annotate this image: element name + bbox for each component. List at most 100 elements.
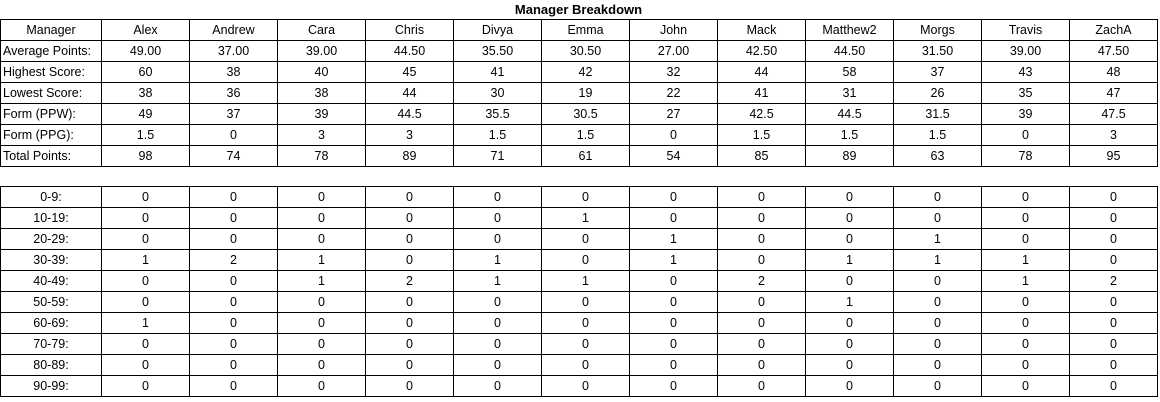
range-label[interactable]: 80-89: bbox=[0, 354, 102, 376]
stat-cell[interactable]: 31 bbox=[805, 82, 894, 104]
stat-cell[interactable]: 39.00 bbox=[981, 40, 1070, 62]
count-cell[interactable]: 0 bbox=[717, 207, 806, 229]
range-label[interactable]: 60-69: bbox=[0, 312, 102, 334]
stat-cell[interactable]: 61 bbox=[541, 145, 630, 167]
count-cell[interactable]: 1 bbox=[893, 228, 982, 250]
stat-cell[interactable]: 37 bbox=[893, 61, 982, 83]
stat-cell[interactable]: 1.5 bbox=[541, 124, 630, 146]
row-label[interactable]: Lowest Score: bbox=[0, 82, 102, 104]
stat-cell[interactable]: 44 bbox=[365, 82, 454, 104]
count-cell[interactable]: 0 bbox=[453, 312, 542, 334]
count-cell[interactable]: 1 bbox=[101, 312, 190, 334]
count-cell[interactable]: 0 bbox=[981, 354, 1070, 376]
header-cell-divya[interactable]: Divya bbox=[453, 19, 542, 41]
stat-cell[interactable]: 44.5 bbox=[805, 103, 894, 125]
stat-cell[interactable]: 63 bbox=[893, 145, 982, 167]
stat-cell[interactable]: 47.50 bbox=[1069, 40, 1158, 62]
count-cell[interactable]: 0 bbox=[629, 333, 718, 355]
stat-cell[interactable]: 0 bbox=[629, 124, 718, 146]
count-cell[interactable]: 0 bbox=[893, 375, 982, 397]
count-cell[interactable]: 0 bbox=[893, 186, 982, 208]
count-cell[interactable]: 0 bbox=[629, 186, 718, 208]
count-cell[interactable]: 0 bbox=[981, 228, 1070, 250]
count-cell[interactable]: 0 bbox=[189, 291, 278, 313]
count-cell[interactable]: 0 bbox=[453, 291, 542, 313]
stat-cell[interactable]: 60 bbox=[101, 61, 190, 83]
stat-cell[interactable]: 30.5 bbox=[541, 103, 630, 125]
count-cell[interactable]: 1 bbox=[629, 249, 718, 271]
stat-cell[interactable]: 74 bbox=[189, 145, 278, 167]
count-cell[interactable]: 0 bbox=[277, 354, 366, 376]
header-cell-cara[interactable]: Cara bbox=[277, 19, 366, 41]
header-cell-andrew[interactable]: Andrew bbox=[189, 19, 278, 41]
header-cell-mack[interactable]: Mack bbox=[717, 19, 806, 41]
count-cell[interactable]: 2 bbox=[1069, 270, 1158, 292]
stat-cell[interactable]: 35.50 bbox=[453, 40, 542, 62]
count-cell[interactable]: 0 bbox=[981, 186, 1070, 208]
count-cell[interactable]: 0 bbox=[453, 207, 542, 229]
stat-cell[interactable]: 30.50 bbox=[541, 40, 630, 62]
stat-cell[interactable]: 85 bbox=[717, 145, 806, 167]
stat-cell[interactable]: 35.5 bbox=[453, 103, 542, 125]
count-cell[interactable]: 0 bbox=[893, 207, 982, 229]
header-cell-john[interactable]: John bbox=[629, 19, 718, 41]
stat-cell[interactable]: 78 bbox=[277, 145, 366, 167]
header-cell-morgs[interactable]: Morgs bbox=[893, 19, 982, 41]
count-cell[interactable]: 0 bbox=[893, 333, 982, 355]
count-cell[interactable]: 0 bbox=[101, 186, 190, 208]
stat-cell[interactable]: 30 bbox=[453, 82, 542, 104]
range-label[interactable]: 20-29: bbox=[0, 228, 102, 250]
count-cell[interactable]: 0 bbox=[277, 291, 366, 313]
range-label[interactable]: 50-59: bbox=[0, 291, 102, 313]
count-cell[interactable]: 0 bbox=[101, 291, 190, 313]
stat-cell[interactable]: 38 bbox=[277, 82, 366, 104]
count-cell[interactable]: 0 bbox=[277, 228, 366, 250]
stat-cell[interactable]: 41 bbox=[453, 61, 542, 83]
stat-cell[interactable]: 48 bbox=[1069, 61, 1158, 83]
header-cell-emma[interactable]: Emma bbox=[541, 19, 630, 41]
stat-cell[interactable]: 38 bbox=[189, 61, 278, 83]
count-cell[interactable]: 0 bbox=[101, 228, 190, 250]
stat-cell[interactable]: 95 bbox=[1069, 145, 1158, 167]
count-cell[interactable]: 2 bbox=[717, 270, 806, 292]
count-cell[interactable]: 1 bbox=[277, 270, 366, 292]
count-cell[interactable]: 0 bbox=[277, 207, 366, 229]
count-cell[interactable]: 0 bbox=[365, 375, 454, 397]
count-cell[interactable]: 0 bbox=[189, 375, 278, 397]
count-cell[interactable]: 0 bbox=[277, 333, 366, 355]
count-cell[interactable]: 0 bbox=[805, 228, 894, 250]
stat-cell[interactable]: 0 bbox=[981, 124, 1070, 146]
stat-cell[interactable]: 89 bbox=[365, 145, 454, 167]
row-label[interactable]: Highest Score: bbox=[0, 61, 102, 83]
count-cell[interactable]: 0 bbox=[541, 249, 630, 271]
count-cell[interactable]: 1 bbox=[101, 249, 190, 271]
count-cell[interactable]: 1 bbox=[541, 270, 630, 292]
count-cell[interactable]: 0 bbox=[453, 354, 542, 376]
count-cell[interactable]: 0 bbox=[1069, 354, 1158, 376]
header-cell-alex[interactable]: Alex bbox=[101, 19, 190, 41]
stat-cell[interactable]: 0 bbox=[189, 124, 278, 146]
count-cell[interactable]: 0 bbox=[101, 270, 190, 292]
stat-cell[interactable]: 31.5 bbox=[893, 103, 982, 125]
range-label[interactable]: 90-99: bbox=[0, 375, 102, 397]
count-cell[interactable]: 0 bbox=[101, 207, 190, 229]
count-cell[interactable]: 0 bbox=[189, 270, 278, 292]
stat-cell[interactable]: 58 bbox=[805, 61, 894, 83]
count-cell[interactable]: 0 bbox=[717, 375, 806, 397]
row-label[interactable]: Form (PPG): bbox=[0, 124, 102, 146]
count-cell[interactable]: 0 bbox=[189, 354, 278, 376]
stat-cell[interactable]: 44 bbox=[717, 61, 806, 83]
count-cell[interactable]: 1 bbox=[629, 228, 718, 250]
stat-cell[interactable]: 78 bbox=[981, 145, 1070, 167]
stat-cell[interactable]: 43 bbox=[981, 61, 1070, 83]
stat-cell[interactable]: 45 bbox=[365, 61, 454, 83]
count-cell[interactable]: 0 bbox=[365, 291, 454, 313]
stat-cell[interactable]: 3 bbox=[365, 124, 454, 146]
stat-cell[interactable]: 39.00 bbox=[277, 40, 366, 62]
stat-cell[interactable]: 39 bbox=[277, 103, 366, 125]
count-cell[interactable]: 0 bbox=[1069, 291, 1158, 313]
header-cell-zacha[interactable]: ZachA bbox=[1069, 19, 1158, 41]
count-cell[interactable]: 0 bbox=[453, 333, 542, 355]
count-cell[interactable]: 0 bbox=[1069, 207, 1158, 229]
count-cell[interactable]: 0 bbox=[365, 333, 454, 355]
